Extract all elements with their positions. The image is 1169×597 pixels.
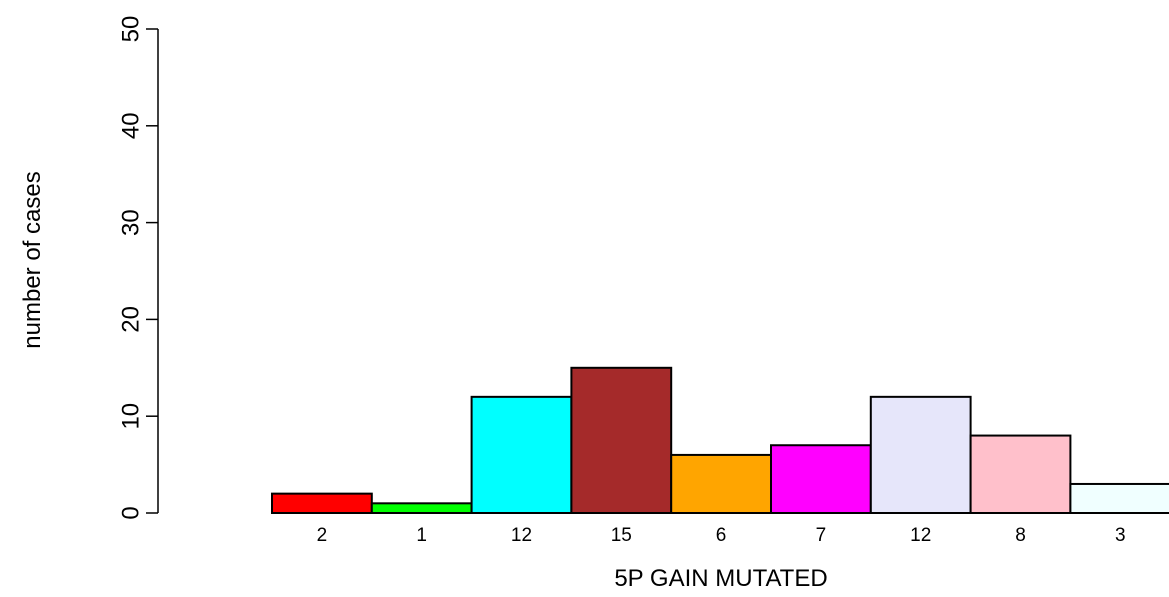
y-axis: 0 10 20 30 40 50 bbox=[117, 16, 159, 520]
bars bbox=[271, 366, 1169, 515]
bar bbox=[570, 366, 673, 514]
bar bbox=[869, 395, 972, 514]
bar bbox=[271, 492, 373, 515]
bar bbox=[969, 434, 1072, 514]
y-tick-label: 30 bbox=[117, 209, 144, 236]
bar bbox=[470, 395, 573, 514]
x-axis-title: 5P GAIN MUTATED bbox=[614, 565, 827, 592]
bar bbox=[370, 502, 473, 515]
bar bbox=[1069, 482, 1169, 514]
count-label: 2 bbox=[317, 525, 328, 546]
bar bbox=[770, 444, 872, 514]
y-tick-label: 10 bbox=[117, 403, 144, 430]
count-label: 12 bbox=[511, 525, 532, 546]
count-label: 6 bbox=[716, 525, 727, 546]
y-tick-label: 20 bbox=[117, 306, 144, 333]
count-labels: 2 1 12 15 6 7 12 8 3 bbox=[317, 525, 1126, 546]
count-label: 3 bbox=[1115, 525, 1126, 546]
count-label: 12 bbox=[910, 525, 931, 546]
count-label: 8 bbox=[1015, 525, 1026, 546]
y-tick-label: 40 bbox=[117, 112, 144, 139]
count-label: 1 bbox=[416, 525, 427, 546]
bar bbox=[670, 453, 773, 515]
y-tick-label: 50 bbox=[117, 16, 144, 43]
y-axis-title: number of cases bbox=[19, 171, 46, 348]
count-label: 15 bbox=[611, 525, 632, 546]
y-tick-label: 0 bbox=[117, 506, 144, 519]
count-label: 7 bbox=[816, 525, 827, 546]
